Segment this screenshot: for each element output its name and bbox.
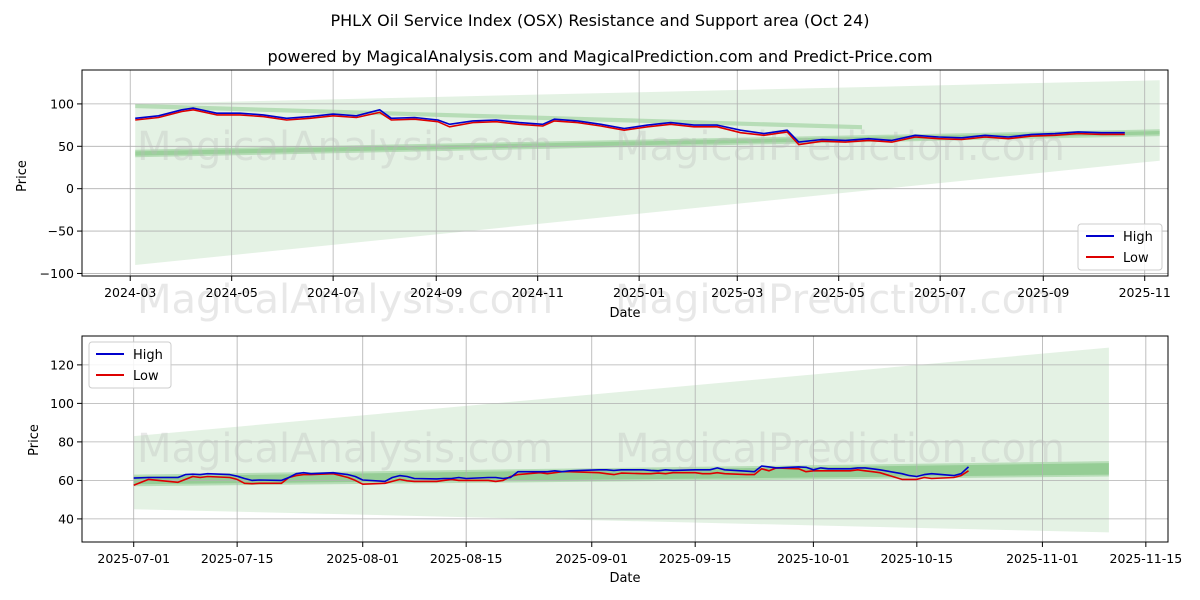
top-plot-frame — [81, 69, 1169, 277]
top-watermark-left: MagicalAnalysis.com — [137, 124, 553, 170]
bottom-y-axis-label: Price — [27, 424, 42, 456]
y-tick-label: 40 — [58, 511, 74, 526]
x-tick-label: 2025-03 — [711, 285, 763, 300]
bottom-plot-frame — [81, 335, 1169, 543]
series-low-line — [135, 109, 1125, 146]
y-tick-label: 100 — [50, 96, 74, 111]
chart-subtitle: powered by MagicalAnalysis.com and Magic… — [267, 47, 932, 66]
bottom-chart-panel: MagicalAnalysis.com MagicalPrediction.co… — [27, 335, 1182, 586]
y-tick-label: 60 — [58, 473, 74, 488]
top-x-axis-label: Date — [609, 306, 640, 321]
bottom-legend-low-label: Low — [133, 369, 159, 384]
chart-title: PHLX Oil Service Index (OSX) Resistance … — [330, 11, 869, 30]
band-outer — [135, 80, 1160, 265]
x-tick-label: 2025-09-15 — [659, 551, 732, 566]
bottom-watermark-right: MagicalPrediction.com — [615, 426, 1065, 472]
top-legend: High Low — [1077, 223, 1163, 271]
x-tick-label: 2025-08-15 — [430, 551, 503, 566]
top-watermarks: MagicalAnalysis.com MagicalPrediction.co… — [137, 124, 1065, 323]
y-tick-label: 0 — [66, 181, 74, 196]
x-tick-label: 2025-09 — [1017, 285, 1069, 300]
bottom-legend-high-label: High — [133, 348, 163, 363]
top-legend-high-label: High — [1123, 230, 1153, 245]
x-tick-label: 2024-05 — [206, 285, 258, 300]
x-tick-label: 2024-07 — [307, 285, 359, 300]
x-tick-label: 2025-11-01 — [1006, 551, 1079, 566]
x-tick-label: 2025-01 — [613, 285, 665, 300]
x-tick-label: 2025-07 — [914, 285, 966, 300]
y-tick-label: 120 — [50, 357, 74, 372]
top-legend-low-label: Low — [1123, 251, 1149, 266]
x-tick-label: 2025-09-01 — [555, 551, 628, 566]
x-tick-label: 2025-11-15 — [1110, 551, 1183, 566]
x-tick-label: 2025-10-15 — [880, 551, 953, 566]
y-tick-label: 50 — [58, 139, 74, 154]
top-series-group — [135, 107, 1125, 146]
x-tick-label: 2024-11 — [512, 285, 564, 300]
top-watermark-left-lower: MagicalAnalysis.com — [137, 277, 553, 323]
bottom-x-axis-label: Date — [609, 571, 640, 586]
series-high-line — [133, 465, 970, 483]
x-tick-label: 2024-03 — [104, 285, 156, 300]
bottom-x-ticks: 2025-07-01 2025-07-15 2025-08-01 2025-08-15… — [97, 542, 1182, 566]
top-y-axis-label: Price — [15, 160, 30, 192]
top-y-ticks: −100 −50 0 50 100 — [40, 96, 82, 281]
bottom-y-ticks: 40 60 80 100 120 — [50, 357, 82, 526]
band-lower-wedge — [135, 129, 1160, 158]
x-tick-label: 2025-05 — [813, 285, 865, 300]
band-outer — [133, 347, 1109, 533]
x-tick-label: 2025-10-01 — [777, 551, 850, 566]
x-tick-label: 2025-08-01 — [326, 551, 399, 566]
y-tick-label: −100 — [40, 266, 74, 281]
bottom-legend: High Low — [88, 341, 172, 389]
bottom-series-group — [133, 465, 970, 486]
y-tick-label: −50 — [48, 224, 74, 239]
x-tick-label: 2024-09 — [410, 285, 462, 300]
top-watermark-right: MagicalPrediction.com — [615, 124, 1065, 170]
series-high-line — [135, 107, 1125, 143]
bottom-watermarks: MagicalAnalysis.com MagicalPrediction.co… — [137, 426, 1065, 472]
y-tick-label: 80 — [58, 434, 74, 449]
bottom-watermark-left: MagicalAnalysis.com — [137, 426, 553, 472]
x-tick-label: 2025-07-15 — [201, 551, 274, 566]
x-tick-label: 2025-11 — [1119, 285, 1171, 300]
top-x-ticks: 2024-03 2024-05 2024-07 2024-09 2024-11 2025-… — [104, 276, 1171, 300]
top-chart-panel: MagicalAnalysis.com MagicalPrediction.co… — [15, 69, 1171, 323]
top-watermark-right-lower: MagicalPrediction.com — [615, 277, 1065, 323]
top-band-group — [135, 80, 1160, 265]
x-tick-label: 2025-07-01 — [97, 551, 170, 566]
y-tick-label: 100 — [50, 396, 74, 411]
